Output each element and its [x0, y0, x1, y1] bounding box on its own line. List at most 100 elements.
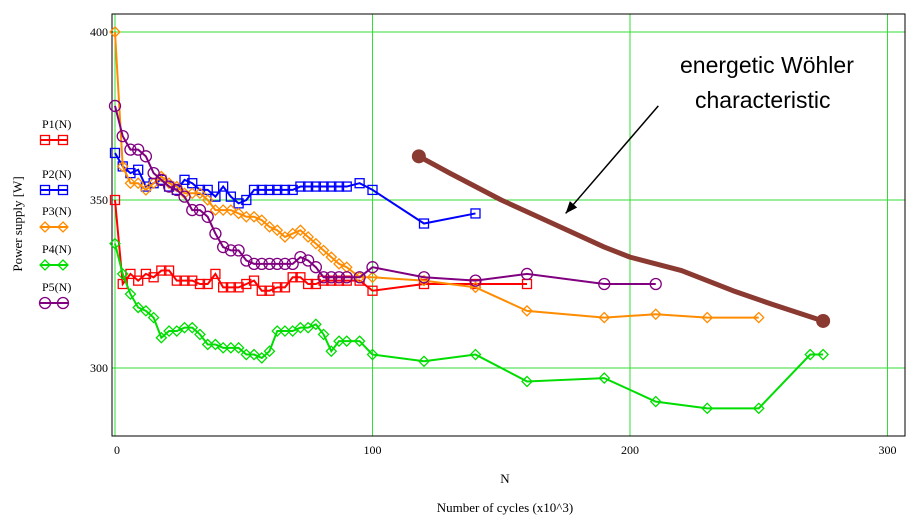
data-point [279, 231, 291, 243]
data-point [301, 254, 315, 267]
woehler-curve-layer [411, 105, 831, 328]
data-point [317, 244, 330, 257]
data-point [163, 325, 175, 337]
data-point [201, 194, 214, 206]
data-point [116, 268, 129, 280]
data-point [417, 271, 431, 284]
x-tick-label: 200 [621, 443, 639, 457]
data-point [333, 257, 345, 270]
legend-label: P4(N) [42, 242, 71, 256]
data-point [264, 184, 275, 196]
data-point [286, 227, 299, 240]
data-point [155, 173, 168, 186]
data-point [279, 282, 291, 293]
data-point [194, 278, 206, 290]
data-point [286, 325, 299, 337]
data-point [232, 244, 245, 257]
data-point [147, 311, 160, 324]
legend-item-3: P3(N) [39, 204, 71, 233]
data-point [217, 341, 230, 354]
legend-marker [57, 221, 69, 233]
data-point [317, 328, 330, 341]
data-point [279, 325, 291, 337]
data-point [263, 220, 276, 233]
data-point [209, 338, 222, 351]
data-point [139, 304, 152, 317]
data-point [224, 244, 238, 257]
data-point [210, 268, 221, 280]
series-line [114, 31, 759, 319]
data-point [366, 271, 379, 284]
data-point [418, 274, 430, 287]
data-point [155, 331, 168, 344]
tick-labels: 0 100 200 300 300 350 400 [90, 25, 897, 457]
series-line [114, 105, 656, 285]
legend-item-5: P5(N) [38, 280, 71, 310]
data-point [309, 318, 322, 331]
data-point [247, 257, 261, 270]
legend-marker [38, 296, 52, 310]
y-tick-label: 350 [90, 193, 108, 207]
data-point [287, 272, 298, 283]
data-point [116, 130, 129, 143]
data-point [132, 177, 145, 190]
data-point [133, 164, 144, 175]
data-point [216, 240, 230, 254]
data-point [179, 275, 190, 286]
data-point [271, 325, 284, 337]
data-point [366, 348, 379, 361]
legend-item-1: P1(N) [39, 117, 71, 146]
data-point [279, 184, 291, 196]
data-point [240, 210, 253, 223]
data-point [418, 278, 430, 290]
data-point [217, 204, 230, 216]
data-point [224, 341, 237, 354]
data-point [521, 304, 533, 317]
legend-label: P1(N) [42, 117, 71, 131]
data-point [233, 282, 244, 293]
legend-label: P3(N) [42, 204, 71, 218]
data-point [325, 271, 338, 284]
legend-marker [39, 134, 51, 146]
data-point [179, 174, 190, 185]
legend-item-4: P4(N) [39, 242, 71, 271]
data-point [353, 271, 366, 284]
legend-marker [56, 296, 70, 310]
data-point [240, 254, 253, 267]
y-axis-label: Power supply [W] [10, 176, 25, 271]
data-point [248, 275, 260, 286]
data-point [701, 311, 714, 324]
data-point [116, 160, 129, 173]
data-point [225, 191, 237, 202]
data-point [804, 348, 817, 361]
data-point [353, 335, 366, 348]
data-point [194, 328, 206, 341]
data-point [147, 177, 160, 190]
data-point [186, 187, 199, 200]
series-layer [108, 26, 830, 415]
data-point [209, 227, 222, 240]
data-point [272, 184, 283, 196]
data-point [232, 341, 245, 354]
y-tick-label: 400 [90, 25, 108, 39]
data-point [272, 282, 283, 293]
data-point [310, 278, 322, 290]
data-point [367, 184, 378, 196]
data-point [170, 183, 183, 197]
y-tick-label: 300 [90, 361, 108, 375]
data-point [241, 194, 252, 206]
data-point [354, 178, 365, 189]
legend-marker [39, 259, 51, 271]
data-point [256, 285, 267, 296]
data-point [109, 237, 121, 250]
data-point [278, 257, 292, 270]
data-point [210, 191, 221, 202]
data-point [109, 26, 121, 38]
data-point [302, 231, 315, 243]
data-point [469, 274, 482, 287]
annotation-arrow-head [565, 201, 578, 214]
data-point [326, 181, 337, 192]
data-point [649, 308, 662, 321]
data-point [333, 335, 345, 348]
